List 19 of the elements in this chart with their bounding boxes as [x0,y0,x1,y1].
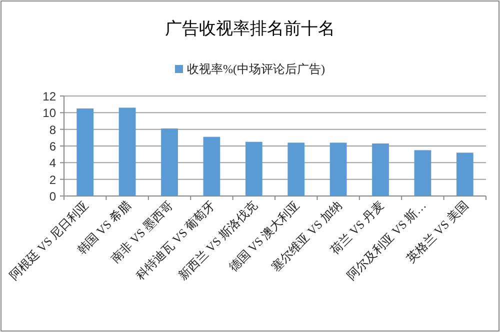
bar [245,142,262,196]
legend-label: 收视率%(中场评论后广告) [187,62,325,76]
bar [161,128,178,196]
bar [118,108,136,196]
bar [414,150,432,196]
bar [372,144,389,196]
y-tick-label: 0 [49,190,56,204]
y-tick-label: 2 [49,172,56,187]
bar [203,136,220,196]
bar [288,142,305,196]
y-tick-label: 8 [49,122,56,137]
chart-title: 广告收视率排名前十名 [165,19,335,38]
bar [456,152,474,196]
bar [330,142,347,196]
y-tick-label: 10 [42,106,56,120]
y-tick-label: 12 [42,90,56,104]
y-tick-label: 6 [49,140,56,154]
bar [76,108,94,196]
y-tick-label: 4 [49,156,56,170]
